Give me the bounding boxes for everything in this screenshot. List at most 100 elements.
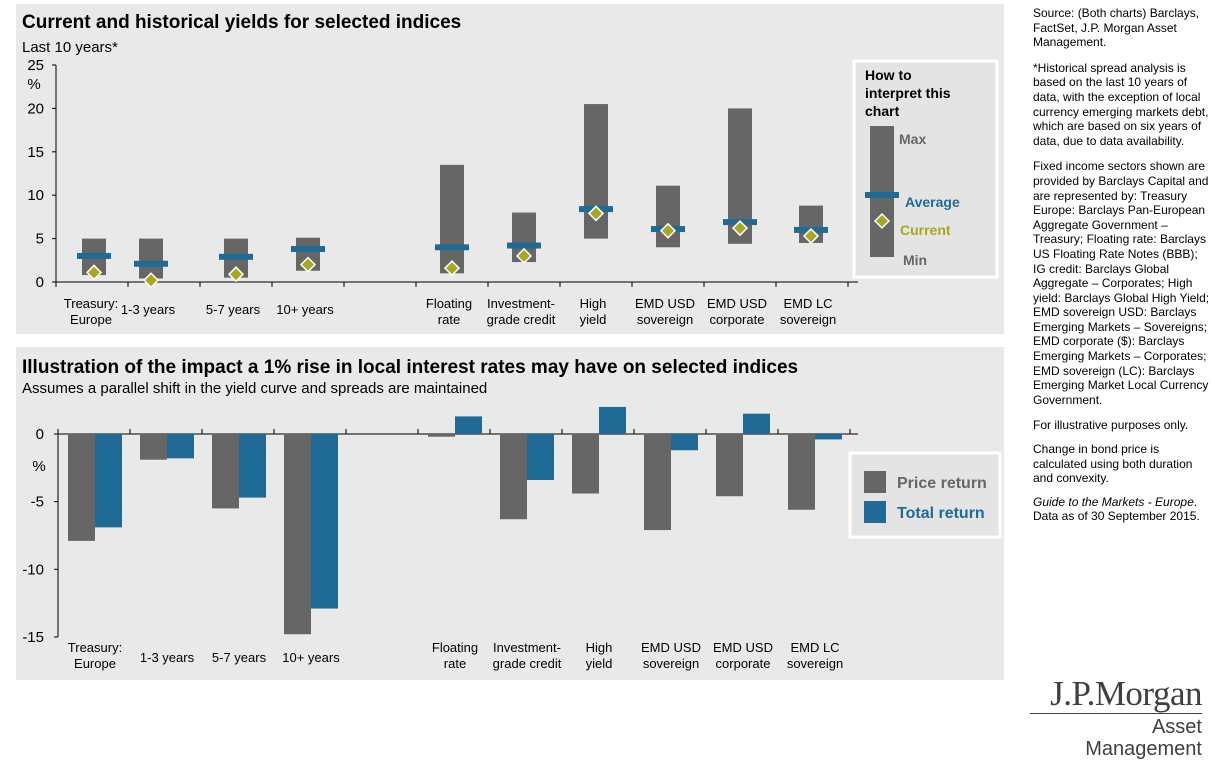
range-bar — [139, 238, 163, 279]
average-marker — [507, 242, 541, 249]
current-marker — [515, 247, 533, 265]
notes-sidebar: Source: (Both charts) Barclays, FactSet,… — [1033, 6, 1211, 533]
y-tick-label: -10 — [22, 561, 44, 578]
x-category-label: grade credit — [487, 312, 556, 327]
total-return-bar — [95, 434, 122, 528]
current-marker — [227, 266, 245, 283]
y-tick-label: 5 — [36, 231, 44, 248]
illustrative-note: For illustrative purposes only. — [1033, 418, 1189, 433]
x-category-label: grade credit — [493, 656, 562, 671]
y-tick-label: 25 — [27, 57, 44, 74]
guide-note: Guide to the Markets - Europe. Data as o… — [1033, 495, 1211, 524]
x-category-label: High — [586, 640, 613, 655]
x-category-label: 5-7 years — [212, 650, 267, 665]
average-marker — [291, 246, 325, 253]
price-return-bar — [500, 434, 527, 520]
y-tick-label: 20 — [27, 100, 44, 117]
x-category-label: EMD LC — [790, 640, 839, 655]
x-category-label: Treasury: — [64, 296, 118, 311]
total-return-bar — [671, 434, 698, 451]
current-marker — [587, 205, 605, 222]
total-return-bar — [167, 434, 194, 459]
x-category-label: EMD USD — [707, 296, 767, 311]
legend-title: chart — [865, 103, 900, 119]
logo-subtitle: Asset Management — [1085, 716, 1202, 760]
price-return-bar — [716, 434, 743, 497]
x-category-label: corporate — [710, 312, 765, 327]
y-tick-label: 15 — [27, 144, 44, 161]
price-return-bar — [212, 434, 239, 509]
x-category-label: sovereign — [637, 312, 693, 327]
price-return-bar — [644, 434, 671, 531]
jpmorgan-logo: J.P.Morgan Asset Management — [1030, 674, 1203, 760]
y-tick-label: -15 — [22, 629, 44, 646]
x-category-label: EMD USD — [641, 640, 701, 655]
x-category-label: 5-7 years — [206, 302, 261, 317]
total-return-bar — [815, 434, 842, 440]
sectors-note: Fixed income sectors shown are provided … — [1033, 159, 1210, 407]
logo-wordmark: J.P.Morgan — [1050, 674, 1202, 713]
yields-chart-subtitle: Last 10 years* — [22, 39, 118, 56]
x-category-label: Investment- — [487, 296, 555, 311]
x-category-label: Europe — [70, 312, 112, 327]
current-marker — [659, 222, 677, 239]
legend-box — [848, 451, 1002, 539]
x-category-label: yield — [586, 656, 613, 671]
logo-divider — [1030, 713, 1202, 714]
historical-note: *Historical spread analysis is based on … — [1033, 60, 1209, 148]
x-category-label: 1-3 years — [121, 302, 176, 317]
current-marker — [802, 227, 820, 245]
x-category-label: EMD LC — [783, 296, 832, 311]
total-return-bar — [311, 434, 338, 609]
rate-rise-bar-chart: 0 -5 -10 -15% Treasury:Europe 1-3 years 5-7 ye… — [22, 406, 1002, 671]
guide-title: Guide to the Markets - Europe — [1033, 494, 1194, 509]
legend-series-label: Total return — [897, 505, 985, 522]
legend-range-bar — [870, 126, 894, 257]
rate-rise-chart-panel: Illustration of the impact a 1% rise in … — [16, 347, 1004, 680]
x-category-label: Floating — [426, 296, 472, 311]
legend-max-label: Max — [899, 131, 926, 147]
yields-chart-title: Current and historical yields for select… — [22, 12, 462, 33]
price-return-bar — [284, 434, 311, 635]
price-return-bar — [140, 434, 167, 460]
range-bar — [440, 164, 464, 274]
average-marker — [134, 260, 168, 267]
x-category-label: Investment- — [493, 640, 561, 655]
x-category-label: yield — [580, 312, 607, 327]
legend-series-label: Price return — [897, 475, 987, 492]
y-tick-label: 0 — [36, 426, 44, 443]
legend-swatch — [864, 501, 886, 523]
x-category-label: 10+ years — [282, 650, 340, 665]
x-category-label: sovereign — [780, 312, 836, 327]
y-tick-label: 0 — [36, 274, 44, 291]
y-axis-unit: % — [27, 76, 40, 93]
legend-title: How to — [865, 67, 912, 83]
x-category-label: Europe — [74, 656, 116, 671]
legend-current-marker — [873, 212, 891, 230]
legend-title: interpret this — [865, 85, 951, 101]
total-return-bar — [599, 406, 626, 434]
average-marker — [77, 252, 111, 259]
price-return-bar — [428, 434, 455, 437]
legend-swatch — [864, 471, 886, 493]
y-axis-unit: % — [32, 458, 45, 475]
rate-rise-chart-title: Illustration of the impact a 1% rise in … — [22, 357, 799, 378]
yields-range-chart: 0 5 10 15 20 25% Treasury:Europe 1-3 years 5-7 y… — [27, 57, 999, 327]
total-return-bar — [455, 416, 482, 434]
legend-min-label: Min — [903, 252, 927, 268]
price-return-bar — [572, 434, 599, 494]
x-category-label: sovereign — [787, 656, 843, 671]
y-tick-label: 10 — [27, 187, 44, 204]
legend-current-label: Current — [900, 222, 951, 238]
x-category-label: 1-3 years — [140, 650, 195, 665]
total-return-bar — [527, 434, 554, 481]
yields-chart-panel: Current and historical yields for select… — [16, 4, 1004, 334]
average-marker — [219, 253, 253, 260]
x-category-label: sovereign — [643, 656, 699, 671]
x-category-label: rate — [444, 656, 466, 671]
bond-price-note: Change in bond price is calculated using… — [1033, 442, 1193, 486]
x-category-label: EMD USD — [635, 296, 695, 311]
legend-average-marker — [865, 192, 899, 198]
x-category-label: corporate — [716, 656, 771, 671]
x-category-label: 10+ years — [276, 302, 334, 317]
